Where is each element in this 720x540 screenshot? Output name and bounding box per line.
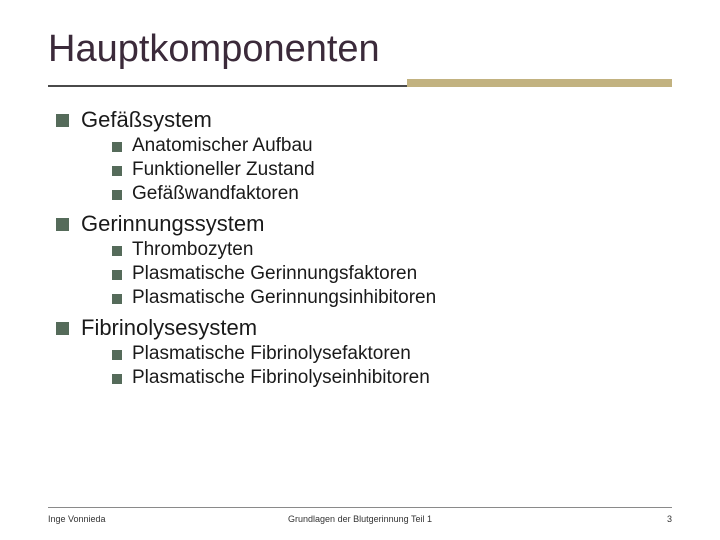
square-bullet-icon: [56, 114, 69, 127]
list-item-l2: Funktioneller Zustand: [112, 159, 672, 181]
list-item-l2: Plasmatische Fibrinolysefaktoren: [112, 343, 672, 365]
title-underline: [48, 79, 672, 93]
square-bullet-icon: [112, 294, 122, 304]
slide: Hauptkomponenten Gefäßsystem Anatomische…: [0, 0, 720, 540]
list-item-label: Gefäßwandfaktoren: [132, 183, 299, 205]
square-bullet-icon: [112, 270, 122, 280]
square-bullet-icon: [112, 246, 122, 256]
square-bullet-icon: [112, 374, 122, 384]
list-item-label: Gerinnungssystem: [81, 211, 264, 237]
list-item-label: Gefäßsystem: [81, 107, 212, 133]
list-item-l2: Anatomischer Aufbau: [112, 135, 672, 157]
list-item-l2: Plasmatische Gerinnungsfaktoren: [112, 263, 672, 285]
content-area: Gefäßsystem Anatomischer Aufbau Funktion…: [48, 107, 672, 389]
sublist: Thrombozyten Plasmatische Gerinnungsfakt…: [56, 239, 672, 309]
square-bullet-icon: [56, 322, 69, 335]
footer-divider: [48, 507, 672, 508]
sublist: Anatomischer Aufbau Funktioneller Zustan…: [56, 135, 672, 205]
footer-author: Inge Vonnieda: [48, 514, 256, 524]
list-item-l2: Gefäßwandfaktoren: [112, 183, 672, 205]
list-item-label: Plasmatische Gerinnungsfaktoren: [132, 263, 417, 285]
list-item-label: Thrombozyten: [132, 239, 253, 261]
list-item-l2: Plasmatische Gerinnungsinhibitoren: [112, 287, 672, 309]
slide-title: Hauptkomponenten: [48, 28, 672, 71]
footer: Inge Vonnieda Grundlagen der Blutgerinnu…: [0, 507, 720, 524]
list-item-l2: Plasmatische Fibrinolyseinhibitoren: [112, 367, 672, 389]
square-bullet-icon: [112, 190, 122, 200]
square-bullet-icon: [56, 218, 69, 231]
sublist: Plasmatische Fibrinolysefaktoren Plasmat…: [56, 343, 672, 389]
list-item-l1: Gefäßsystem: [56, 107, 672, 133]
square-bullet-icon: [112, 142, 122, 152]
list-item-label: Anatomischer Aufbau: [132, 135, 313, 157]
list-item-label: Plasmatische Fibrinolysefaktoren: [132, 343, 411, 365]
list-item-label: Plasmatische Gerinnungsinhibitoren: [132, 287, 436, 309]
footer-page-number: 3: [464, 514, 672, 524]
list-item-label: Fibrinolysesystem: [81, 315, 257, 341]
square-bullet-icon: [112, 350, 122, 360]
list-item-l2: Thrombozyten: [112, 239, 672, 261]
footer-title: Grundlagen der Blutgerinnung Teil 1: [256, 514, 464, 524]
square-bullet-icon: [112, 166, 122, 176]
footer-row: Inge Vonnieda Grundlagen der Blutgerinnu…: [48, 514, 672, 524]
list-item-label: Plasmatische Fibrinolyseinhibitoren: [132, 367, 430, 389]
list-item-l1: Gerinnungssystem: [56, 211, 672, 237]
underline-accent: [407, 79, 672, 87]
list-item-label: Funktioneller Zustand: [132, 159, 315, 181]
list-item-l1: Fibrinolysesystem: [56, 315, 672, 341]
